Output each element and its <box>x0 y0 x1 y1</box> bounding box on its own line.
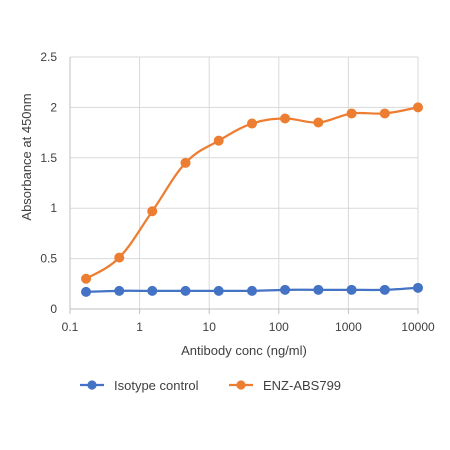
y-tick-label: 2.5 <box>40 50 57 64</box>
data-point-isotype-control <box>213 285 224 296</box>
data-point-enz-abs799 <box>346 108 357 119</box>
data-point-isotype-control <box>180 285 191 296</box>
series-isotype-control <box>81 282 423 297</box>
legend-label: Isotype control <box>114 378 199 393</box>
data-point-isotype-control <box>280 284 291 295</box>
legend-swatch-marker <box>87 380 97 390</box>
data-point-enz-abs799 <box>313 117 324 128</box>
x-tick-label: 10000 <box>401 320 435 334</box>
series-line-enz-abs799 <box>84 106 420 280</box>
data-point-enz-abs799 <box>114 252 125 263</box>
legend-item-isotype-control: Isotype control <box>80 378 199 393</box>
x-axis-title: Antibody conc (ng/ml) <box>181 343 307 358</box>
y-axis-title: Absorbance at 450nm <box>19 93 34 220</box>
series-enz-abs799 <box>81 102 423 284</box>
legend: Isotype control ENZ-ABS799 <box>80 378 341 393</box>
data-point-enz-abs799 <box>180 157 191 168</box>
data-point-enz-abs799 <box>213 135 224 146</box>
data-point-isotype-control <box>246 285 257 296</box>
data-point-enz-abs799 <box>81 273 92 284</box>
tick-labels: 0 0.5 1 1.5 2 2.5 0.1 1 10 100 1000 10000 <box>40 50 435 334</box>
data-point-isotype-control <box>412 282 423 293</box>
data-point-isotype-control <box>313 284 324 295</box>
x-tick-label: 1 <box>136 320 143 334</box>
data-point-isotype-control <box>147 285 158 296</box>
data-point-enz-abs799 <box>280 113 291 124</box>
y-tick-label: 2 <box>50 100 57 114</box>
series-group <box>81 102 423 297</box>
legend-item-enz-abs799: ENZ-ABS799 <box>229 378 341 393</box>
y-tick-label: 1 <box>50 201 57 215</box>
data-point-enz-abs799 <box>412 102 423 113</box>
data-point-isotype-control <box>114 285 125 296</box>
y-tick-label: 1.5 <box>40 151 57 165</box>
x-tick-label: 1000 <box>335 320 362 334</box>
x-tick-label: 10 <box>203 320 217 334</box>
x-tick-label: 100 <box>269 320 289 334</box>
data-point-isotype-control <box>81 286 92 297</box>
x-tick-label: 0.1 <box>62 320 79 334</box>
data-point-enz-abs799 <box>379 108 390 119</box>
axes <box>69 57 419 314</box>
data-point-enz-abs799 <box>147 206 158 217</box>
data-point-enz-abs799 <box>246 118 257 129</box>
data-point-isotype-control <box>346 284 357 295</box>
legend-label: ENZ-ABS799 <box>263 378 341 393</box>
legend-swatch-marker <box>236 380 246 390</box>
y-tick-label: 0 <box>50 302 57 316</box>
grid <box>70 56 419 309</box>
y-tick-label: 0.5 <box>40 252 57 266</box>
data-point-isotype-control <box>379 284 390 295</box>
